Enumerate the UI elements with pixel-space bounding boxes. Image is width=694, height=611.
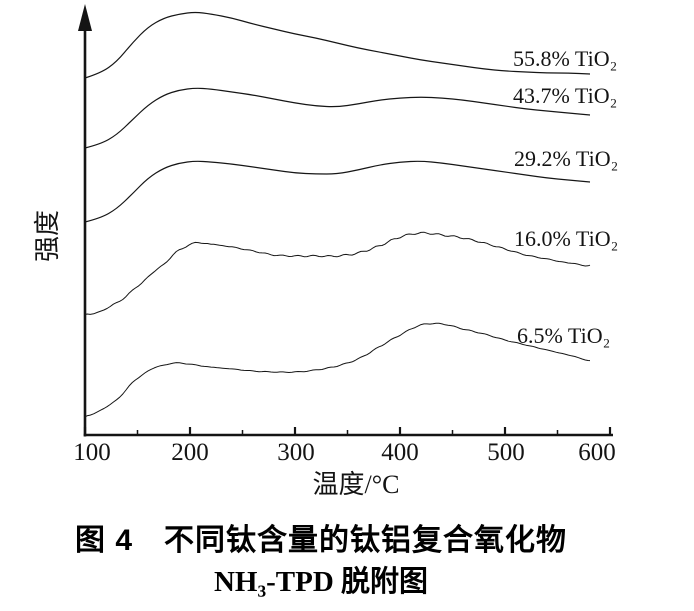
series-label-43-7: 43.7% TiO₂ (513, 83, 617, 108)
x-tick-label-500: 500 (487, 439, 525, 466)
caption-line-2: NH₃-TPD 脱附图 (213, 566, 429, 598)
series-label-55-8: 55.8% TiO₂ (513, 46, 617, 71)
x-tick-label-600: 600 (578, 439, 616, 466)
figure-caption: 图 4 不同钛含量的钛铝复合氧化物 NH₃-TPD 脱附图 (0, 524, 668, 598)
caption-line-1: 图 4 不同钛含量的钛铝复合氧化物 (74, 524, 568, 557)
series-curve-4 (84, 322, 591, 418)
series-label-16-0: 16.0% TiO₂ (514, 226, 618, 251)
series-curve-3 (84, 231, 591, 316)
x-axis-title: 温度/°C (313, 470, 400, 499)
x-axis-ticks (83, 427, 612, 435)
series-curve-0 (84, 11, 591, 79)
tpd-chart: 100 200 300 400 500 600 温度/°C 强度 55.8% T… (33, 4, 618, 499)
x-tick-label-300: 300 (277, 439, 315, 466)
x-tick-label-200: 200 (171, 439, 209, 466)
series-label-6-5: 6.5% TiO₂ (517, 323, 610, 348)
y-axis-arrow-icon (78, 4, 92, 31)
series-curve-1 (84, 87, 591, 149)
series-label-29-2: 29.2% TiO₂ (514, 146, 618, 171)
x-tick-label-100: 100 (73, 439, 111, 466)
series-curve-2 (84, 160, 591, 223)
x-tick-label-400: 400 (381, 439, 419, 466)
y-axis-title: 强度 (33, 210, 62, 262)
curves (84, 11, 591, 418)
